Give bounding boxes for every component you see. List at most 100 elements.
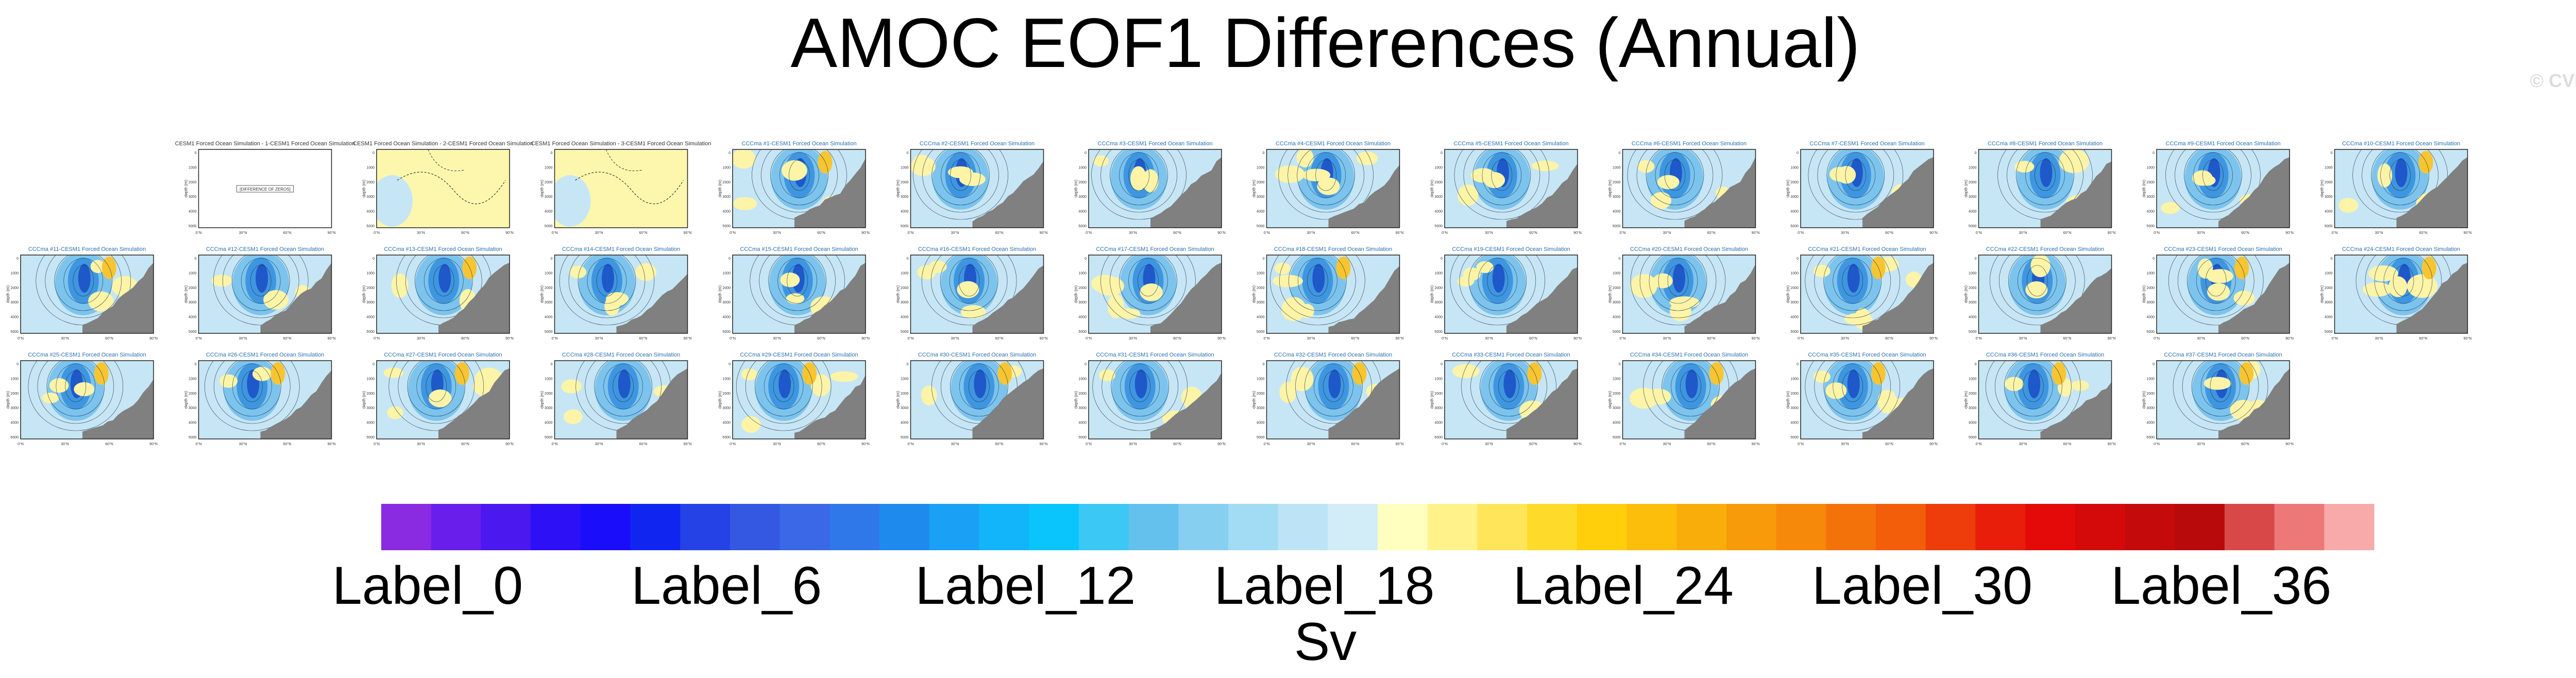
panel-contour-line — [2380, 152, 2420, 198]
panel-y-tick-label: 5000 — [189, 225, 197, 228]
panel-x-tick-label: 30°N — [2375, 231, 2383, 235]
panel-x-tick-label: 90°N — [505, 442, 514, 446]
panel-contour-line — [1833, 363, 1873, 410]
panel-y-tick-label: 4000 — [901, 316, 909, 319]
panel-y-tick-label: 2000 — [722, 286, 731, 290]
panel-y-tick-label: 1000 — [1257, 377, 1265, 381]
panel-y-tick-label: 3000 — [545, 195, 553, 199]
panel-title: CESM1 Forced Ocean Simulation - 3-CESM1 … — [531, 141, 711, 147]
panel-x-tick-label: 60°N — [461, 442, 469, 446]
colorbar-swatch — [1676, 504, 1727, 550]
panel: CCCma #4-CESM1 Forced Ocean Simulation de… — [1252, 141, 1404, 235]
panel-y-tick-label: 1000 — [2325, 272, 2333, 275]
panel-y-tick-label: 1000 — [10, 377, 19, 381]
panel-contour-line — [596, 265, 618, 297]
panel-topography-mask — [1150, 372, 1222, 439]
panel-contour-line — [587, 258, 627, 304]
panel-y-tick-label: 1000 — [10, 272, 19, 275]
panel-title: CCCma #25-CESM1 Forced Ocean Simulation — [28, 352, 146, 358]
panel-contour-line — [1814, 361, 1891, 424]
panel-contour-line — [433, 265, 454, 297]
panel-contour-region — [1492, 264, 1505, 293]
panel-contour-line — [578, 255, 636, 311]
panel-contour-region — [1673, 264, 1686, 293]
panel-y-label: depth (m) — [896, 391, 901, 409]
panel-topography-mask — [1506, 267, 1578, 333]
colorbar-tick-label: Label_36 — [2111, 556, 2331, 616]
panel-topography-mask — [260, 263, 332, 333]
panel-contour-region — [1140, 283, 1163, 301]
panel-contour-region — [957, 281, 979, 298]
panel-y-tick-label: 2000 — [2146, 286, 2155, 290]
panel-x-tick-label: 90°N — [1929, 442, 1938, 446]
panel-contour-region — [2014, 161, 2035, 173]
panel-contour-region — [2197, 258, 2213, 279]
panel-x-tick-label: 0°N — [196, 336, 202, 341]
colorbar-swatch — [1378, 504, 1428, 550]
panel: CCCma #19-CESM1 Forced Ocean Simulation d… — [1430, 246, 1582, 341]
panel-y-tick-label: 2000 — [1790, 392, 1799, 396]
panel-contour-line — [1680, 370, 1701, 402]
panel-x-tick-label: 90°N — [1573, 442, 1582, 446]
panel-y-label: depth (m) — [1786, 180, 1790, 198]
panel-contour-line — [913, 149, 1008, 220]
panel-contour-line — [223, 361, 281, 417]
panel-y-tick-label: 3000 — [1434, 301, 1443, 304]
panel-contour-region — [1273, 275, 1303, 287]
panel-x-tick-label: 30°N — [951, 442, 959, 446]
panel-contour-line — [1470, 361, 1547, 424]
panel-y-tick-label: 4000 — [1969, 421, 1977, 425]
panel-y-tick-label: 2000 — [189, 181, 197, 184]
panel-x-tick-label: 60°N — [461, 231, 469, 235]
panel-contour-line — [1100, 149, 1177, 213]
panel-contour-region — [2338, 198, 2359, 213]
panel-contour-line — [241, 258, 281, 304]
panel-contour-line — [1630, 255, 1726, 326]
panel: CCCma #25-CESM1 Forced Ocean Simulation d… — [6, 352, 158, 446]
panel-y-tick-label: 5000 — [1257, 330, 1265, 334]
panel-y-tick-label: 0 — [1975, 151, 1977, 155]
panel-y-label: depth (m) — [540, 180, 545, 198]
panel-x-tick-label: 0°N — [1442, 336, 1448, 341]
panel-title: CESM1 Forced Ocean Simulation - 1-CESM1 … — [175, 141, 355, 147]
panel-y-tick-label: 1000 — [1613, 166, 1621, 170]
panel-y-tick-label: 1000 — [189, 377, 197, 381]
panel-y-tick-label: 3000 — [10, 301, 19, 304]
panel-contour-line — [1450, 255, 1546, 326]
panel-contour-line — [213, 255, 309, 326]
panel-x-tick-label: 60°N — [1173, 231, 1181, 235]
panel-x-tick-label: 60°N — [1885, 442, 1893, 446]
panel-y-tick-label: 2000 — [2325, 181, 2333, 184]
panel-contour-region — [2368, 265, 2398, 282]
panel-title: CCCma #8-CESM1 Forced Ocean Simulation — [1988, 141, 2103, 147]
panel-y-tick-label: 4000 — [545, 316, 553, 319]
panel-x-tick-label: 30°N — [773, 231, 781, 235]
panel-y-tick-label: 5000 — [722, 330, 731, 334]
panel-y-tick-label: 2000 — [1257, 181, 1265, 184]
colorbar-swatch — [730, 504, 781, 550]
colorbar-swatch — [2075, 504, 2125, 550]
panel-y-tick-label: 3000 — [366, 195, 375, 199]
panel-y-tick-label: 4000 — [1613, 210, 1621, 214]
panel-contour-region — [1476, 261, 1494, 274]
panel-y-tick-label: 5000 — [1969, 225, 1977, 228]
colorbar-swatch — [1278, 504, 1328, 550]
panel-contour-line — [2175, 149, 2251, 213]
panel-y-tick-label: 0 — [2153, 363, 2155, 366]
panel-y-tick-label: 1000 — [901, 272, 909, 275]
panel-contour-line — [2177, 255, 2255, 318]
panel-y-label: depth (m) — [1074, 180, 1078, 198]
panel-y-label: depth (m) — [1430, 391, 1434, 409]
colorbar-swatch — [1228, 504, 1279, 550]
panel-x-tick-label: 30°N — [61, 442, 69, 446]
panel-y-tick-label: 0 — [1975, 257, 1977, 261]
panel-y-tick-label: 4000 — [1613, 316, 1621, 319]
colorbar-swatch — [979, 504, 1029, 550]
panel-y-tick-label: 0 — [2153, 151, 2155, 155]
panel-contour-line — [606, 149, 642, 172]
panel-y-tick-label: 2000 — [545, 181, 553, 184]
panel-title: CCCma #13-CESM1 Forced Ocean Simulation — [384, 246, 502, 252]
panel-y-tick-label: 5000 — [1078, 225, 1087, 228]
panel-x-tick-label: 30°N — [1307, 336, 1315, 341]
